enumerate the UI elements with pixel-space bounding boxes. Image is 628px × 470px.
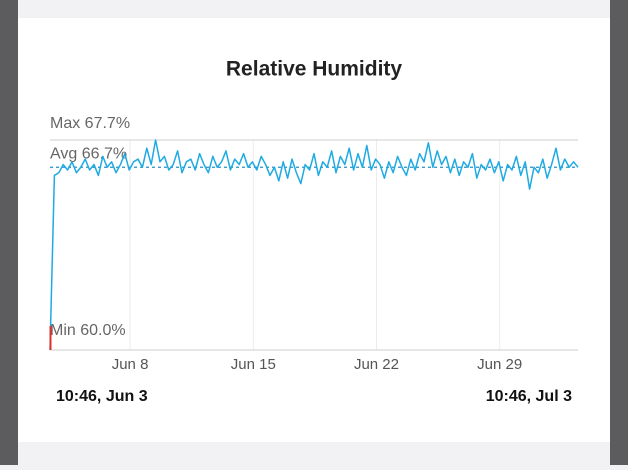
x-tick-label: Jun 29 — [477, 356, 522, 373]
right-edge — [610, 0, 628, 465]
end-label: 10:46, Jul 3 — [486, 388, 572, 405]
left-edge — [0, 0, 18, 465]
x-tick-label: Jun 8 — [112, 356, 149, 373]
x-tick-label: Jun 15 — [231, 356, 276, 373]
x-tick-label: Jun 22 — [354, 356, 399, 373]
humidity-line — [49, 139, 579, 351]
reference-label: Min 60.0% — [50, 322, 126, 339]
reference-label: Max 67.7% — [50, 115, 130, 132]
card — [18, 18, 610, 442]
chart-title: Relative Humidity — [226, 58, 403, 81]
reference-label: Avg 66.7% — [50, 145, 127, 162]
start-label: 10:46, Jun 3 — [56, 388, 148, 405]
